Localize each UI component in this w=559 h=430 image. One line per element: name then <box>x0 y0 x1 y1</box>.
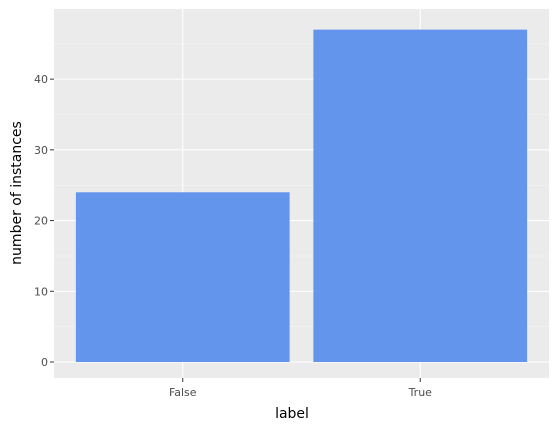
y-tick-label: 30 <box>34 144 48 157</box>
x-axis: False True <box>169 378 432 399</box>
bar-false <box>75 192 290 362</box>
bar-true <box>313 29 528 362</box>
x-tick-label: True <box>408 386 433 399</box>
bars <box>75 29 528 362</box>
y-tick-label: 20 <box>34 215 48 228</box>
x-tick-label: False <box>169 386 197 399</box>
y-axis: 0 10 20 30 40 <box>34 73 54 369</box>
y-tick-label: 40 <box>34 73 48 86</box>
x-axis-title: label <box>275 406 309 422</box>
y-tick-label: 0 <box>41 356 48 369</box>
y-axis-title: number of instances <box>9 121 25 265</box>
y-tick-label: 10 <box>34 285 48 298</box>
